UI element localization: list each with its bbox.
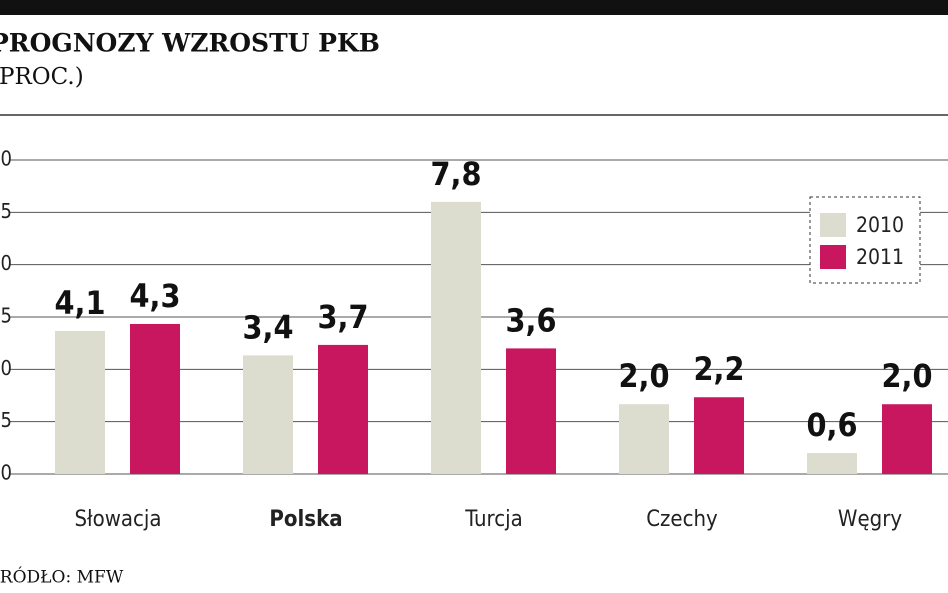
value-label: 3,7	[318, 298, 369, 336]
bar	[243, 355, 293, 474]
legend-box	[809, 196, 921, 284]
legend-label: 2011	[856, 245, 904, 269]
value-label: 2,2	[694, 350, 745, 388]
y-tick-label: 0,0	[0, 461, 12, 485]
value-label: 0,6	[807, 406, 858, 444]
source: ŹRÓDŁO: MFW	[0, 567, 124, 588]
bar	[130, 323, 180, 474]
y-tick-label: 9,0	[0, 147, 12, 171]
legend-label: 2010	[856, 213, 904, 237]
chart-title: PROGNOZY WZROSTU PKB	[0, 29, 380, 58]
value-label: 2,0	[619, 357, 670, 395]
legend-swatch	[820, 245, 846, 269]
y-tick-label: 3,0	[0, 356, 12, 380]
y-tick-label: 7,5	[0, 199, 12, 223]
x-tick-label: Węgry	[838, 507, 902, 532]
y-tick-label: 4,5	[0, 304, 12, 328]
value-label: 3,6	[506, 301, 557, 339]
value-label: 7,8	[431, 155, 482, 193]
bar	[807, 453, 857, 474]
bar	[318, 344, 368, 474]
value-label: 2,0	[882, 357, 933, 395]
top-band	[0, 0, 948, 15]
chart-subtitle: (PROC.)	[0, 64, 84, 90]
y-tick-label: 6,0	[0, 251, 12, 275]
y-tick-label: 1,5	[0, 408, 12, 432]
x-tick-label: Czechy	[646, 507, 718, 532]
bar	[882, 404, 932, 474]
bar	[55, 330, 105, 474]
x-tick-label: Słowacja	[74, 507, 161, 532]
x-tick-label: Turcja	[464, 507, 522, 532]
bar	[619, 404, 669, 474]
value-label: 3,4	[243, 308, 294, 346]
bar	[431, 201, 481, 474]
bar	[506, 348, 556, 474]
x-tick-label: Polska	[269, 507, 342, 532]
value-label: 4,1	[55, 284, 106, 322]
bar	[694, 397, 744, 474]
value-label: 4,3	[130, 277, 181, 315]
legend-swatch	[820, 213, 846, 237]
